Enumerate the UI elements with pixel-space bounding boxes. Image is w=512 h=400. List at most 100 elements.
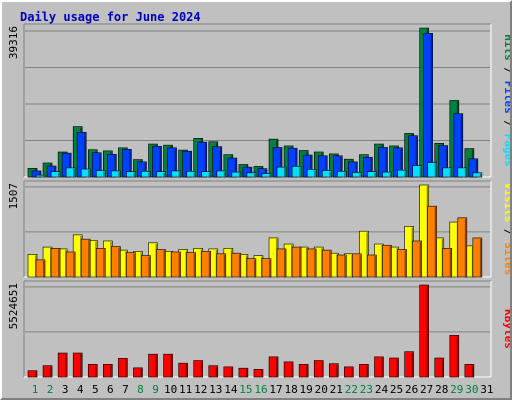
- pages-bar-shade: [419, 166, 422, 177]
- kbytes-bar-shade: [441, 359, 444, 377]
- sites-bar: [95, 248, 106, 278]
- pages-bar: [231, 171, 242, 178]
- sites-bar: [216, 253, 227, 278]
- pages-bar-shade: [449, 168, 452, 177]
- sites-bar-shade: [133, 253, 135, 277]
- pages-bar: [50, 171, 61, 178]
- kbytes-bar: [87, 364, 98, 378]
- sites-bar-shade: [148, 256, 150, 277]
- pages-bar-shade: [359, 173, 361, 177]
- kbytes-bar: [193, 360, 204, 378]
- kbytes-bar: [238, 367, 249, 378]
- files-bar-shade: [174, 148, 177, 177]
- sites-bar-shade: [449, 249, 452, 277]
- x-tick-label: 13: [209, 383, 222, 396]
- pages-bar-shade: [284, 168, 286, 177]
- kbytes-bar-shade: [306, 365, 308, 377]
- kbytes-bar-shade: [65, 354, 67, 377]
- x-tick-label: 5: [92, 383, 99, 396]
- pages-bar-shade: [374, 172, 376, 177]
- pages-bar-shade: [389, 173, 391, 177]
- kbytes-bar: [253, 369, 264, 378]
- files-bar-shade: [445, 146, 448, 177]
- sites-bar: [141, 255, 151, 278]
- pages-bar-shade: [268, 174, 271, 177]
- chart-title: Daily usage for June 2024: [20, 10, 201, 24]
- kbytes-bar: [103, 364, 113, 378]
- pages-bar: [306, 169, 317, 178]
- pages-bar: [352, 172, 362, 178]
- pages-bar-shade: [148, 172, 150, 177]
- pages-bar-shade: [103, 171, 105, 177]
- kbytes-bar-shade: [140, 368, 142, 377]
- pages-bar: [261, 173, 272, 178]
- kbytes-bar: [404, 351, 414, 378]
- kbytes-bar: [178, 362, 188, 378]
- x-tick-label: 9: [152, 383, 159, 396]
- pages-bar-shade: [193, 172, 196, 177]
- x-tick-label: 19: [300, 383, 313, 396]
- x-tick-label: 1: [32, 383, 39, 396]
- sites-bar-shade: [359, 254, 361, 277]
- sites-bar: [397, 249, 407, 278]
- pages-bar-shade: [118, 171, 120, 177]
- legend-entry: KBytes: [502, 309, 510, 349]
- kbytes-bar: [133, 367, 143, 378]
- sites-bar-shade: [314, 249, 316, 277]
- x-tick-label: 12: [194, 383, 207, 396]
- pages-bar-shade: [88, 170, 90, 177]
- x-tick-label: 14: [224, 383, 238, 396]
- kbytes-bar-shade: [471, 365, 474, 377]
- sites-bar-shade: [208, 252, 211, 277]
- pages-bar: [80, 168, 91, 178]
- kbytes-bar: [208, 365, 219, 378]
- sites-bar: [472, 237, 483, 278]
- sites-bar-shade: [434, 207, 437, 277]
- pages-bar: [397, 169, 407, 178]
- pages-bar-shade: [434, 163, 437, 177]
- files-bar-shade: [144, 162, 146, 177]
- files-bar-shade: [129, 150, 131, 177]
- kbytes-bar-shade: [381, 357, 383, 377]
- pages-bar-shade: [314, 170, 316, 177]
- sites-bar-shade: [193, 253, 196, 277]
- kbytes-bar-shade: [351, 367, 353, 377]
- sites-bar: [50, 248, 61, 278]
- sites-bar-shade: [238, 254, 241, 277]
- kbytes-bar: [283, 361, 294, 378]
- pages-bar: [171, 170, 181, 178]
- x-tick-label: 25: [390, 383, 403, 396]
- files-bar-shade: [280, 148, 282, 177]
- kbytes-bar: [223, 366, 234, 378]
- kbytes-bar: [344, 366, 354, 378]
- sites-bar-shade: [344, 256, 346, 277]
- kbytes-bar: [419, 284, 429, 378]
- sites-bar: [35, 259, 46, 278]
- kbytes-bar-shade: [110, 365, 112, 377]
- files-bar-shade: [39, 171, 41, 177]
- kbytes-bar-shade: [95, 365, 97, 377]
- pages-bar: [367, 171, 377, 178]
- pages-bar-shade: [223, 171, 226, 177]
- pages-bar: [412, 165, 422, 178]
- series-legend: Visits / Sites: [502, 183, 510, 276]
- sites-bar-shade: [374, 256, 376, 277]
- legend-separator: /: [502, 61, 510, 81]
- files-bar-shade: [295, 149, 297, 177]
- sites-bar: [156, 249, 166, 278]
- pages-bar: [457, 167, 468, 178]
- x-tick-label: 17: [269, 383, 282, 396]
- sites-bar-shade: [329, 251, 331, 277]
- kbytes-bar-shade: [200, 361, 203, 377]
- y-axis-max-label: 1507: [7, 183, 20, 210]
- sites-bar-shade: [464, 218, 467, 277]
- pages-bar-shade: [208, 172, 211, 177]
- kbytes-bar-shade: [456, 336, 459, 377]
- files-bar-shade: [84, 133, 86, 177]
- pages-bar: [65, 167, 76, 178]
- pages-bar-shade: [58, 172, 60, 177]
- sites-bar-shade: [88, 240, 90, 277]
- kbytes-bar-shade: [170, 355, 173, 377]
- x-tick-label: 23: [360, 383, 373, 396]
- pages-bar-shade: [299, 167, 301, 177]
